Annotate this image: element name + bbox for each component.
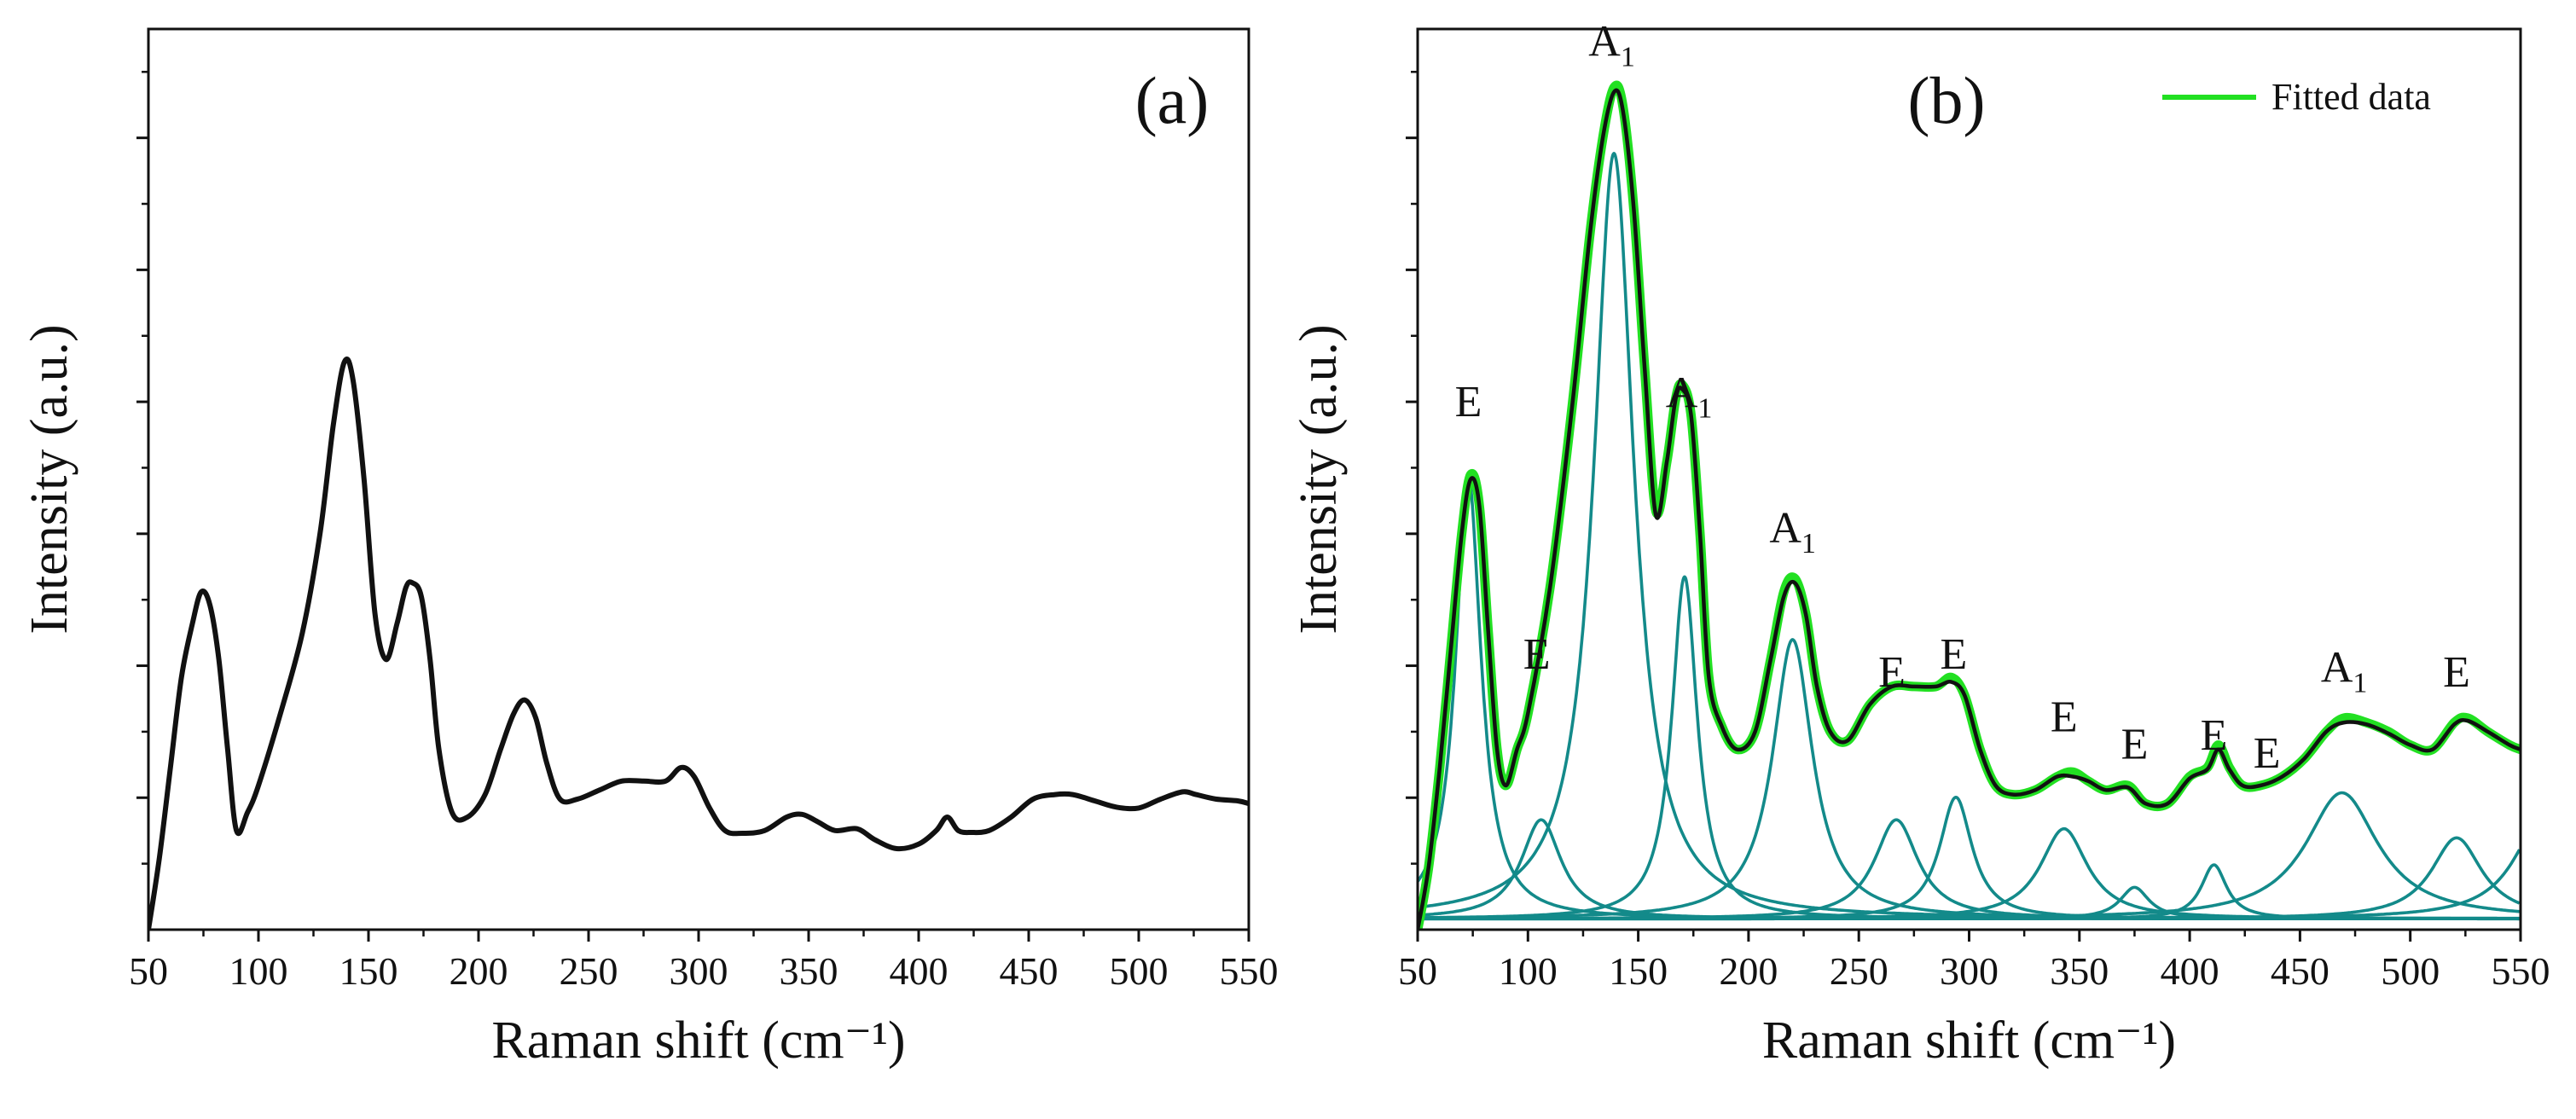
x-tick-label: 150	[1609, 949, 1668, 993]
peak-label: E	[2201, 711, 2228, 760]
x-tick-label: 50	[129, 949, 168, 993]
x-tick-label: 450	[2271, 949, 2329, 993]
x-tick-label: 200	[450, 949, 508, 993]
x-tick-label: 200	[1719, 949, 1778, 993]
x-tick-label: 550	[2492, 949, 2550, 993]
peak-label-subscript: 1	[1801, 528, 1816, 560]
x-tick-label: 100	[229, 949, 288, 993]
x-tick-label: 350	[780, 949, 838, 993]
peak-label: E	[2121, 720, 2149, 768]
x-tick-label: 250	[1830, 949, 1888, 993]
peak-label-subscript: 1	[1697, 393, 1712, 425]
x-tick-label: 100	[1499, 949, 1558, 993]
x-tick-label: 400	[890, 949, 949, 993]
legend-label: Fitted data	[2271, 76, 2431, 118]
peak-label-subscript: 1	[2353, 668, 2367, 699]
x-tick-label: 300	[1940, 949, 1999, 993]
x-tick-label: 450	[1000, 949, 1059, 993]
x-tick-label: 300	[670, 949, 728, 993]
x-tick-label: 150	[339, 949, 398, 993]
x-tick-label: 400	[2161, 949, 2219, 993]
x-tick-label: 350	[2050, 949, 2109, 993]
peak-label: E	[2051, 693, 2078, 742]
x-tick-label: 500	[1110, 949, 1169, 993]
x-axis-label: Raman shift (cm⁻¹)	[491, 1012, 905, 1070]
x-tick-label: 550	[1220, 949, 1279, 993]
peak-label: E	[2443, 648, 2470, 697]
x-tick-label: 250	[560, 949, 618, 993]
y-axis-label: Intensity (a.u.)	[1290, 324, 1348, 634]
legend: Fitted data	[2162, 76, 2431, 118]
panel-b: 50 100 150 200 250 300 350 400 450 500 550 Raman sh…	[1290, 18, 2550, 1070]
panel-label: (b)	[1908, 63, 1986, 137]
peak-label: E	[1455, 378, 1482, 426]
component-peak-13	[1418, 849, 2521, 920]
peak-label: E	[1941, 630, 1968, 679]
peak-label: E	[1878, 648, 1906, 697]
panel-a: 50 100 150 200 250 300 350 400 450 500 550 Raman sh…	[20, 27, 1279, 1070]
x-tick-label: 500	[2381, 949, 2440, 993]
panel-label: (a)	[1135, 63, 1210, 137]
peak-label: E	[1523, 630, 1551, 679]
spectrum-line	[148, 357, 1249, 930]
x-axis-label: Raman shift (cm⁻¹)	[1762, 1012, 2176, 1070]
spectrum-line	[1418, 88, 2521, 930]
x-tick-label: 50	[1398, 949, 1437, 993]
component-peaks	[1418, 152, 2521, 921]
y-axis-label: Intensity (a.u.)	[20, 324, 78, 634]
peak-label: E	[2254, 729, 2281, 778]
peak-label-subscript: 1	[1621, 42, 1635, 73]
